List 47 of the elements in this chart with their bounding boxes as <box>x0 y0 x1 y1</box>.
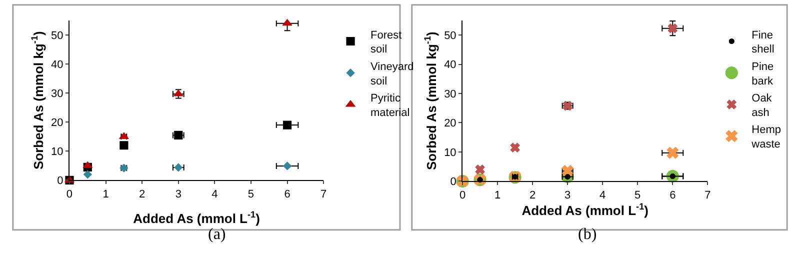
text: (b) <box>578 226 597 243</box>
legend-label: Pine bark <box>752 61 774 88</box>
y-tick-label: 40 <box>444 59 456 72</box>
y-tick-label: 20 <box>444 118 456 130</box>
text: (a) <box>208 226 226 243</box>
x-tick-label: 7 <box>320 188 327 200</box>
x-tick-label: 2 <box>139 188 146 200</box>
x-tick-label: 3 <box>564 189 571 202</box>
x-tick-label: 4 <box>212 188 218 200</box>
legend-label: Fine shell <box>752 29 774 56</box>
point <box>475 164 485 174</box>
y-tick-label: 30 <box>444 88 456 100</box>
point <box>562 165 574 177</box>
legend-label: Forest soil <box>370 29 402 56</box>
point <box>83 170 92 179</box>
y-tick-label: 0 <box>57 175 64 188</box>
point <box>283 162 292 170</box>
legend-label: Hemp waste <box>750 124 781 150</box>
x-tick-label: 6 <box>670 189 676 202</box>
legend-label: Vineyard soil <box>370 61 414 88</box>
legend-label: Pyritic material <box>370 92 410 119</box>
x-tick-label: 5 <box>634 189 641 202</box>
x-axis-title: Added As (mmol L$^{-1}$) <box>133 210 260 226</box>
x-tick-label: 3 <box>175 188 182 200</box>
point <box>666 146 679 159</box>
x-tick-label: 2 <box>530 189 536 202</box>
y-tick-label: 0 <box>450 176 456 188</box>
x-tick-label: 7 <box>704 189 711 202</box>
x-tick-label: 5 <box>248 188 254 200</box>
y-tick-label: 30 <box>51 88 64 100</box>
y-tick-label: 50 <box>444 30 456 42</box>
y-tick-label: 50 <box>51 30 64 42</box>
x-tick-label: 0 <box>66 188 73 200</box>
point <box>282 120 292 130</box>
point <box>510 142 520 152</box>
y-tick-label: 40 <box>51 58 64 71</box>
y-tick-label: 10 <box>51 146 64 158</box>
y-tick-label: 20 <box>51 116 64 129</box>
x-tick-label: 6 <box>284 188 290 200</box>
x-axis-title: Added As (mmol L$^{-1}$) <box>522 201 648 218</box>
legend-label: Oak ash <box>752 92 772 119</box>
x-tick-label: 4 <box>600 189 606 202</box>
x-tick-label: 1 <box>102 188 109 200</box>
point <box>668 24 678 34</box>
x-tick-label: 0 <box>459 189 466 202</box>
x-tick-label: 1 <box>494 189 501 202</box>
y-tick-label: 10 <box>444 146 456 159</box>
